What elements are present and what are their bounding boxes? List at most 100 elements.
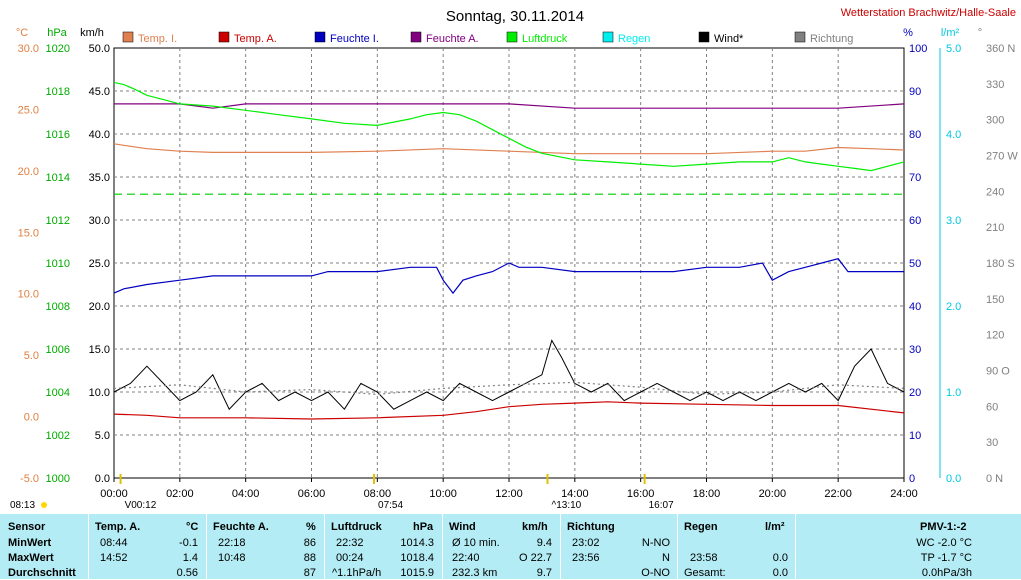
- temp-tick-label: 30.0: [18, 43, 39, 55]
- press-min-time: 22:32: [336, 537, 364, 549]
- hum-tick-label: 90: [909, 86, 921, 98]
- legend-label: Feuchte A.: [426, 33, 479, 45]
- series-line: [113, 81, 905, 172]
- sun-icon: [41, 502, 47, 508]
- dir-min-time: 23:02: [572, 537, 600, 549]
- legend-label: Wind*: [714, 33, 744, 45]
- hum-avg-value: 87: [303, 567, 316, 579]
- wind-tick-label: 20.0: [89, 301, 110, 313]
- wind-tick-label: 30.0: [89, 215, 110, 227]
- press-max-time: 00:24: [336, 552, 364, 564]
- rain-unit-label: l/m²: [941, 27, 960, 39]
- dir-tick-label: 150: [986, 294, 1004, 306]
- x-tick-label: 18:00: [693, 488, 721, 500]
- x-tick-label: 24:00: [890, 488, 918, 500]
- press-trend: ^1.1hPa/h: [332, 567, 382, 579]
- legend-swatch: [122, 31, 134, 43]
- x-tick-label: 04:00: [232, 488, 260, 500]
- press-avg-value: 1015.9: [400, 567, 434, 579]
- weather-chart: Sonntag, 30.11.2014 Wetterstation Brachw…: [10, 7, 1019, 511]
- dir-tick-label: 210: [986, 222, 1004, 234]
- x-tick-label: 00:00: [100, 488, 128, 500]
- press-tick-label: 1012: [46, 215, 70, 227]
- temp-min-time: 08:44: [100, 537, 128, 549]
- wind-tick-label: 40.0: [89, 129, 110, 141]
- temp-max-value: 1.4: [182, 552, 198, 564]
- series-line: [113, 339, 905, 411]
- wind-distance: 232.3 km: [452, 567, 498, 579]
- hum-tick-label: 60: [909, 215, 921, 227]
- hum-tick-label: 10: [909, 430, 921, 442]
- legend: Temp. I. Temp. A. Feuchte I. Feuchte A. Luft…: [122, 31, 853, 45]
- series-line: [113, 381, 905, 396]
- header-pmv: PMV-1:-2: [920, 521, 967, 533]
- temp-tick-label: 20.0: [18, 166, 39, 178]
- pmv-wc: WC -2.0 °C: [916, 537, 972, 549]
- legend-swatch: [410, 31, 422, 43]
- x-tick-label: 12:00: [495, 488, 523, 500]
- series-line: [114, 103, 905, 109]
- header-temp-unit: °C: [186, 521, 199, 533]
- rain-tick-label: 3.0: [946, 215, 961, 227]
- dir-tick-label: 270 W: [986, 151, 1018, 163]
- press-tick-label: 1016: [46, 129, 70, 141]
- dir-tick-label: 90 O: [986, 366, 1010, 378]
- chart-title: Sonntag, 30.11.2014: [446, 8, 584, 25]
- rain-tick-label: 2.0: [946, 301, 961, 313]
- legend-swatch: [698, 31, 710, 43]
- press-tick-label: 1002: [46, 430, 70, 442]
- x-tick-label: 02:00: [166, 488, 194, 500]
- x-tick-label: 22:00: [824, 488, 852, 500]
- hum-tick-label: 50: [909, 258, 921, 270]
- temp-avg-value: 0.56: [176, 567, 198, 579]
- dir-unit-label: °: [978, 27, 982, 39]
- press-tick-label: 1018: [46, 86, 70, 98]
- temp-max-time: 14:52: [100, 552, 128, 564]
- x-tick-label: 08:00: [364, 488, 392, 500]
- dir-tick-label: 180 S: [986, 258, 1015, 270]
- hum-tick-label: 80: [909, 129, 921, 141]
- temp-min-value: -0.1: [179, 537, 198, 549]
- press-tick-label: 1010: [46, 258, 70, 270]
- hum-max-time: 10:48: [218, 552, 246, 564]
- dir-tick-label: 330: [986, 79, 1004, 91]
- header-press-unit: hPa: [413, 521, 434, 533]
- legend-swatch: [602, 31, 614, 43]
- time-mark-label: 16:07: [649, 500, 674, 511]
- x-tick-label: 06:00: [298, 488, 326, 500]
- x-tick-label: 20:00: [759, 488, 787, 500]
- hum-min-time: 22:18: [218, 537, 246, 549]
- dir-tick-label: 0 N: [986, 473, 1003, 485]
- hum-min-value: 86: [303, 537, 316, 549]
- stats-panel: Sensor Temp. A. °C Feuchte A. % Luftdruc…: [0, 514, 1021, 579]
- press-tick-label: 1020: [46, 43, 70, 55]
- time-mark-label: V00:12: [125, 500, 157, 511]
- rain-max-time: 23:58: [690, 552, 718, 564]
- dir-max-time: 23:56: [572, 552, 600, 564]
- legend-swatch: [794, 31, 806, 43]
- hum-tick-label: 100: [909, 43, 927, 55]
- press-tick-label: 1006: [46, 344, 70, 356]
- sunrise-label: 08:13: [10, 500, 35, 511]
- dir-tick-label: 30: [986, 437, 998, 449]
- dir-tick-label: 120: [986, 330, 1004, 342]
- temp-tick-label: -5.0: [20, 473, 39, 485]
- dir-tick-label: 300: [986, 115, 1004, 127]
- legend-label: Temp. A.: [234, 33, 277, 45]
- dir-tick-label: 60: [986, 401, 998, 413]
- press-tick-label: 1014: [46, 172, 70, 184]
- header-hum-unit: %: [306, 521, 316, 533]
- wind-tick-label: 10.0: [89, 387, 110, 399]
- press-tick-label: 1008: [46, 301, 70, 313]
- press-tick-label: 1004: [46, 387, 70, 399]
- header-dir: Richtung: [567, 521, 615, 533]
- legend-label: Richtung: [810, 33, 853, 45]
- legend-label: Feuchte I.: [330, 33, 379, 45]
- dir-avg-value: O-NO: [641, 567, 670, 579]
- axes: 00:00 02:00 04:00 06:00 08:00 10:00 12:00 14:00…: [16, 27, 1019, 500]
- temp-tick-label: 25.0: [18, 104, 39, 116]
- x-tick-label: 10:00: [429, 488, 457, 500]
- wind-tick-label: 25.0: [89, 258, 110, 270]
- rain-tick-label: 0.0: [946, 473, 961, 485]
- rain-max-value: 0.0: [772, 552, 788, 564]
